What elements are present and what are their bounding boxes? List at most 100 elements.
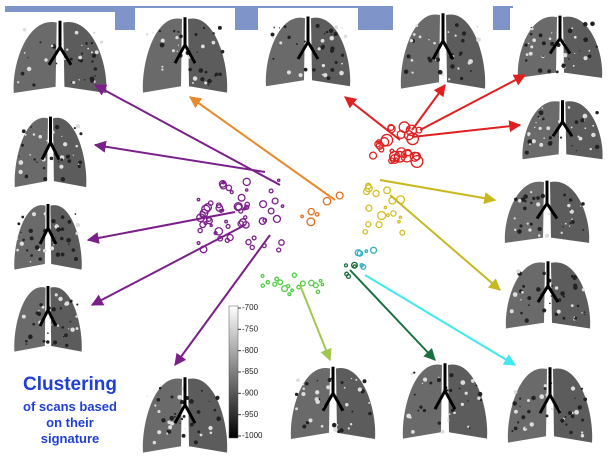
point <box>359 263 364 268</box>
texture <box>527 139 533 145</box>
texture <box>179 400 185 405</box>
arrow <box>344 96 401 141</box>
texture <box>589 147 592 151</box>
texture <box>78 79 80 81</box>
point <box>387 123 395 132</box>
texture <box>542 117 545 121</box>
texture <box>81 52 84 55</box>
arrow <box>93 140 266 173</box>
texture <box>547 141 553 146</box>
texture <box>44 216 47 218</box>
texture <box>60 177 66 182</box>
lung-left <box>265 17 305 87</box>
texture <box>50 44 54 48</box>
texture <box>435 57 441 62</box>
point <box>201 204 211 214</box>
texture <box>526 222 529 225</box>
point <box>388 157 395 165</box>
texture <box>57 161 60 163</box>
point <box>290 288 294 293</box>
texture <box>419 405 423 409</box>
texture <box>217 25 222 30</box>
texture <box>562 295 565 298</box>
texture <box>32 133 36 136</box>
texture <box>51 344 53 346</box>
point <box>352 264 357 269</box>
texture <box>200 389 203 392</box>
texture <box>580 431 584 434</box>
texture <box>536 196 540 200</box>
texture <box>531 139 536 144</box>
texture <box>438 376 440 379</box>
texture <box>583 37 589 43</box>
texture <box>558 120 561 123</box>
point <box>377 210 387 221</box>
point <box>314 211 320 217</box>
texture <box>522 426 528 431</box>
texture <box>524 200 527 203</box>
texture <box>171 49 175 53</box>
texture <box>341 62 343 65</box>
texture <box>32 83 36 87</box>
texture <box>18 160 24 165</box>
texture <box>577 135 580 138</box>
texture <box>91 53 97 58</box>
texture <box>99 40 104 44</box>
texture <box>204 81 208 85</box>
texture <box>476 25 479 28</box>
texture <box>94 74 97 77</box>
texture <box>546 126 551 131</box>
texture <box>470 379 475 383</box>
texture <box>422 408 427 413</box>
texture <box>49 246 55 251</box>
texture <box>50 324 53 326</box>
texture <box>512 401 517 406</box>
texture <box>554 286 559 290</box>
texture <box>406 54 411 59</box>
texture <box>454 34 457 37</box>
texture <box>567 203 571 208</box>
texture <box>328 28 334 34</box>
texture <box>27 56 29 59</box>
texture <box>69 320 72 323</box>
texture <box>179 422 181 424</box>
lung-left <box>400 14 440 89</box>
airway <box>551 100 574 138</box>
point <box>245 238 252 246</box>
texture <box>595 45 598 48</box>
texture <box>170 395 174 399</box>
texture <box>166 429 169 433</box>
texture <box>68 243 70 246</box>
texture <box>535 121 537 124</box>
texture <box>330 67 335 72</box>
texture <box>305 420 310 425</box>
texture <box>524 150 529 155</box>
texture <box>524 43 528 47</box>
caption-line: of scans based <box>23 399 117 414</box>
texture <box>315 399 320 404</box>
point <box>372 189 380 198</box>
texture <box>545 414 549 418</box>
texture <box>308 418 313 423</box>
texture <box>193 440 198 445</box>
texture <box>218 72 222 77</box>
point <box>397 219 401 224</box>
texture <box>584 313 586 316</box>
texture <box>529 143 532 146</box>
texture <box>477 391 483 397</box>
airway <box>536 261 560 303</box>
texture <box>302 383 305 386</box>
texture <box>65 343 69 348</box>
airway <box>548 15 572 55</box>
texture <box>524 318 529 323</box>
texture <box>413 371 416 374</box>
texture <box>29 260 32 263</box>
lung-right <box>563 16 603 78</box>
texture <box>56 324 60 327</box>
point <box>251 235 257 241</box>
texture <box>70 327 75 332</box>
texture <box>64 333 68 338</box>
texture <box>42 166 46 170</box>
texture <box>562 316 566 320</box>
